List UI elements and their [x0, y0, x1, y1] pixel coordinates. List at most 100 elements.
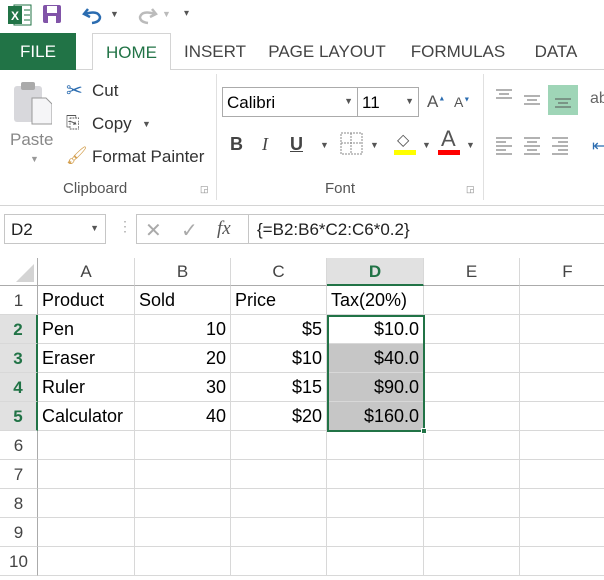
cell-f1[interactable] — [520, 286, 604, 315]
cell-d2[interactable]: $10.0 — [327, 315, 424, 344]
cell-b7[interactable] — [135, 460, 231, 489]
align-bottom-button[interactable] — [548, 85, 578, 115]
column-header-b[interactable]: B — [135, 258, 231, 286]
fill-handle[interactable] — [421, 428, 427, 434]
font-size-box[interactable]: 11 ▼ — [357, 87, 419, 117]
paste-button[interactable]: Paste ▼ — [8, 78, 58, 168]
italic-button[interactable]: I — [262, 134, 268, 154]
cell-a10[interactable] — [38, 547, 135, 576]
copy-button[interactable]: ⎘ Copy ▼ — [66, 113, 166, 137]
cell-e9[interactable] — [424, 518, 520, 547]
redo-icon[interactable] — [134, 5, 158, 25]
select-all-button[interactable] — [0, 258, 38, 286]
format-painter-button[interactable]: 🖌 Format Painter — [66, 146, 216, 170]
cell-c3[interactable]: $10 — [231, 344, 327, 373]
cell-c7[interactable] — [231, 460, 327, 489]
underline-dropdown-icon[interactable]: ▼ — [320, 140, 329, 150]
cell-f3[interactable] — [520, 344, 604, 373]
fill-color-dropdown-icon[interactable]: ▼ — [422, 140, 431, 150]
row-header-4[interactable]: 4 — [0, 373, 38, 402]
borders-icon[interactable] — [340, 132, 364, 156]
fill-color-button[interactable]: ◇ — [394, 130, 418, 156]
tab-file[interactable]: FILE — [0, 33, 76, 70]
cell-c9[interactable] — [231, 518, 327, 547]
row-header-10[interactable]: 10 — [0, 547, 38, 576]
cell-b8[interactable] — [135, 489, 231, 518]
column-header-c[interactable]: C — [231, 258, 327, 286]
tab-formulas[interactable]: FORMULAS — [410, 42, 506, 61]
align-left-icon[interactable] — [494, 136, 514, 156]
cancel-icon[interactable]: ✕ — [145, 220, 162, 242]
tab-data[interactable]: DATA — [534, 42, 578, 61]
cell-d3[interactable]: $40.0 — [327, 344, 424, 373]
insert-function-button[interactable]: fx — [217, 218, 231, 239]
customize-qat-icon[interactable]: ▾ — [184, 8, 190, 19]
cell-f2[interactable] — [520, 315, 604, 344]
cell-d6[interactable] — [327, 431, 424, 460]
align-center-icon[interactable] — [522, 136, 542, 156]
align-right-icon[interactable] — [550, 136, 570, 156]
row-header-5[interactable]: 5 — [0, 402, 38, 431]
bold-button[interactable]: B — [230, 134, 243, 154]
orientation-icon[interactable]: ab — [590, 90, 604, 107]
row-header-6[interactable]: 6 — [0, 431, 38, 460]
font-color-button[interactable]: A — [438, 126, 462, 156]
cell-a7[interactable] — [38, 460, 135, 489]
cell-f7[interactable] — [520, 460, 604, 489]
row-header-2[interactable]: 2 — [0, 315, 38, 344]
column-header-d[interactable]: D — [327, 258, 424, 286]
name-box[interactable]: D2 ▼ — [4, 214, 106, 244]
column-header-e[interactable]: E — [424, 258, 520, 286]
cell-c5[interactable]: $20 — [231, 402, 327, 431]
font-name-box[interactable]: Calibri ▼ — [222, 87, 358, 117]
font-size-dropdown-icon[interactable]: ▼ — [405, 96, 414, 106]
row-header-8[interactable]: 8 — [0, 489, 38, 518]
cell-c10[interactable] — [231, 547, 327, 576]
font-name-dropdown-icon[interactable]: ▼ — [344, 96, 353, 106]
tab-home[interactable]: HOME — [92, 33, 171, 71]
cell-b10[interactable] — [135, 547, 231, 576]
row-header-3[interactable]: 3 — [0, 344, 38, 373]
font-color-dropdown-icon[interactable]: ▼ — [466, 140, 475, 150]
align-top-icon[interactable] — [494, 88, 514, 102]
undo-dropdown-icon[interactable]: ▼ — [110, 9, 119, 19]
align-middle-icon[interactable] — [522, 94, 542, 108]
row-header-1[interactable]: 1 — [0, 286, 38, 315]
cell-a5[interactable]: Calculator — [38, 402, 135, 431]
tab-insert[interactable]: INSERT — [183, 42, 247, 61]
cell-b3[interactable]: 20 — [135, 344, 231, 373]
cell-e7[interactable] — [424, 460, 520, 489]
cell-a3[interactable]: Eraser — [38, 344, 135, 373]
save-icon[interactable] — [42, 4, 62, 24]
formula-input[interactable]: {=B2:B6*C2:C6*0.2} — [248, 214, 604, 244]
cell-e6[interactable] — [424, 431, 520, 460]
cell-f9[interactable] — [520, 518, 604, 547]
cell-b4[interactable]: 30 — [135, 373, 231, 402]
increase-font-icon[interactable]: A▲ — [427, 92, 446, 111]
cell-a4[interactable]: Ruler — [38, 373, 135, 402]
cell-d1[interactable]: Tax(20%) — [327, 286, 424, 315]
cell-d5[interactable]: $160.0 — [327, 402, 424, 431]
cell-b2[interactable]: 10 — [135, 315, 231, 344]
cell-f8[interactable] — [520, 489, 604, 518]
cell-e5[interactable] — [424, 402, 520, 431]
cell-f10[interactable] — [520, 547, 604, 576]
cell-f5[interactable] — [520, 402, 604, 431]
cell-c4[interactable]: $15 — [231, 373, 327, 402]
cell-f4[interactable] — [520, 373, 604, 402]
cell-c1[interactable]: Price — [231, 286, 327, 315]
cell-a9[interactable] — [38, 518, 135, 547]
cell-c2[interactable]: $5 — [231, 315, 327, 344]
cell-d8[interactable] — [327, 489, 424, 518]
cell-d10[interactable] — [327, 547, 424, 576]
cell-a2[interactable]: Pen — [38, 315, 135, 344]
undo-icon[interactable] — [82, 5, 106, 25]
name-box-dropdown-icon[interactable]: ▼ — [90, 223, 99, 233]
cell-e4[interactable] — [424, 373, 520, 402]
cell-d9[interactable] — [327, 518, 424, 547]
cell-d4[interactable]: $90.0 — [327, 373, 424, 402]
cell-b5[interactable]: 40 — [135, 402, 231, 431]
font-launcher-icon[interactable]: ◲ — [466, 184, 475, 194]
decrease-font-icon[interactable]: A▼ — [454, 94, 471, 110]
decrease-indent-icon[interactable]: ⇤ — [592, 138, 604, 155]
